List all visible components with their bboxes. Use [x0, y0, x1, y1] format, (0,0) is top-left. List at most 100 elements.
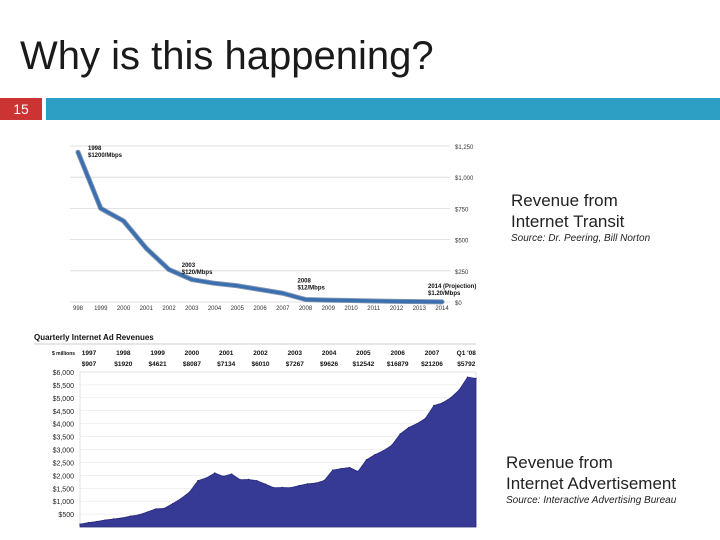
transit-y-tick-label: $750 [455, 207, 469, 213]
ads-data-point [399, 433, 401, 435]
ads-data-point [273, 487, 275, 489]
ads-data-point [306, 483, 309, 485]
ads-caption-line2: Internet Advertisement [506, 474, 677, 493]
transit-x-tick-label: 2004 [208, 306, 222, 312]
transit-x-tick-label: 2012 [390, 306, 404, 312]
transit-x-tick-label: 2014 [435, 306, 449, 312]
transit-data-point [190, 278, 193, 281]
ads-data-point [96, 520, 98, 523]
ads-annual-year: 1997 [82, 350, 97, 357]
transit-data-point [77, 151, 79, 154]
transit-price-line [76, 150, 444, 304]
ads-y-tick-label: $5,500 [53, 383, 75, 390]
transit-x-tick-label: 998 [73, 306, 84, 312]
transit-annotation-year: 2014 (Projection) [428, 284, 476, 290]
transit-data-point [441, 300, 443, 303]
transit-data-point [281, 292, 284, 295]
ads-data-point [323, 479, 326, 482]
ads-y-tick-label: $5,000 [53, 396, 75, 403]
transit-x-tick-label: 2008 [299, 306, 313, 312]
transit-x-tick-label: 2002 [162, 306, 176, 312]
ads-annual-total: $9626 [320, 361, 338, 368]
ads-annual-year: 2003 [288, 350, 303, 357]
ads-data-point [458, 389, 460, 391]
transit-annotation-year: 1998 [88, 146, 102, 152]
ads-annual-total: $7267 [286, 361, 304, 368]
ads-data-point [407, 426, 410, 429]
ads-annual-total: $907 [82, 361, 97, 368]
ads-data-point [87, 521, 90, 524]
ads-data-point [113, 518, 115, 520]
ads-data-point [450, 397, 452, 399]
ads-annual-total: $1920 [114, 361, 132, 368]
ads-y-tick-label: $6,000 [53, 370, 75, 377]
ads-data-point [163, 507, 165, 510]
transit-x-tick-label: 2013 [413, 306, 427, 312]
ads-caption: Revenue from Internet Advertisement Sour… [506, 452, 676, 506]
ads-data-point [357, 470, 359, 473]
ads-data-point [365, 459, 368, 461]
transit-x-tick-label: 2007 [276, 306, 290, 312]
ads-data-point [171, 503, 174, 505]
ads-data-point [247, 478, 250, 481]
transit-y-tick-label: $1,250 [455, 145, 474, 151]
ads-annual-year: 2002 [253, 350, 268, 357]
ads-data-point [129, 515, 132, 517]
ads-data-point [466, 376, 469, 378]
ads-data-point [155, 508, 157, 510]
ads-data-point [205, 477, 208, 479]
transit-x-tick-label: 2005 [231, 306, 245, 312]
transit-line-shadow [75, 149, 445, 305]
ads-data-point [146, 511, 149, 513]
transit-x-tick-label: 2010 [344, 306, 358, 312]
transit-data-point [99, 207, 102, 210]
transit-x-tick-label: 2001 [140, 306, 154, 312]
ads-annual-total: $8087 [183, 361, 201, 368]
ads-y-tick-label: $2,000 [53, 473, 75, 480]
ads-data-point [222, 475, 224, 478]
ads-annual-total: $12542 [353, 361, 375, 368]
ads-annual-total: $21206 [421, 361, 443, 368]
ads-y-tick-label: $1,000 [53, 499, 75, 506]
ads-y-tick-label: $4,500 [53, 409, 75, 416]
ads-caption-source: Source: Interactive Advertising Bureau [506, 495, 677, 506]
ads-data-point [424, 417, 427, 420]
transit-data-point [372, 300, 375, 302]
transit-annotation-year: 2003 [182, 263, 196, 269]
ads-annual-year: 2006 [390, 350, 405, 357]
ads-annual-year: 1999 [150, 350, 165, 357]
ads-chart-title: Quarterly Internet Ad Revenues [34, 333, 154, 342]
transit-x-tick-label: 2011 [367, 306, 381, 312]
ads-data-point [289, 487, 292, 489]
ads-annual-year: 2007 [425, 350, 440, 357]
ads-annual-total: $5792 [457, 361, 475, 368]
ads-data-point [382, 450, 385, 452]
slide-title: Why is this happening? [20, 34, 434, 78]
ads-data-point [214, 472, 216, 474]
ads-y-tick-label: $2,500 [53, 460, 75, 467]
ads-annual-year: 1998 [116, 350, 131, 357]
ads-caption-line1: Revenue from [506, 453, 613, 472]
transit-annotation-year: 2008 [298, 279, 312, 285]
ads-data-point [298, 484, 300, 487]
ads-y-tick-label: $3,500 [53, 435, 75, 442]
ads-data-point [441, 402, 443, 404]
transit-data-point [236, 284, 239, 287]
ads-y-tick-label: $1,500 [53, 486, 75, 493]
transit-data-point [213, 282, 216, 285]
transit-data-point [145, 247, 148, 250]
transit-y-tick-label: $250 [455, 270, 469, 276]
ads-data-point [315, 482, 317, 484]
transit-x-tick-label: 2009 [322, 306, 336, 312]
transit-data-point [395, 300, 398, 303]
transit-data-point [350, 299, 352, 302]
transit-y-tick-label: $1,000 [455, 176, 474, 182]
ads-data-point [264, 483, 267, 485]
ads-data-point [230, 473, 233, 475]
ads-data-point [433, 404, 435, 407]
transit-caption: Revenue from Internet Transit Source: Dr… [511, 190, 650, 244]
transit-x-tick-label: 2003 [185, 306, 199, 312]
transit-x-tick-label: 2000 [117, 306, 131, 312]
transit-annotation-price: $1.20/Mbps [428, 291, 461, 297]
